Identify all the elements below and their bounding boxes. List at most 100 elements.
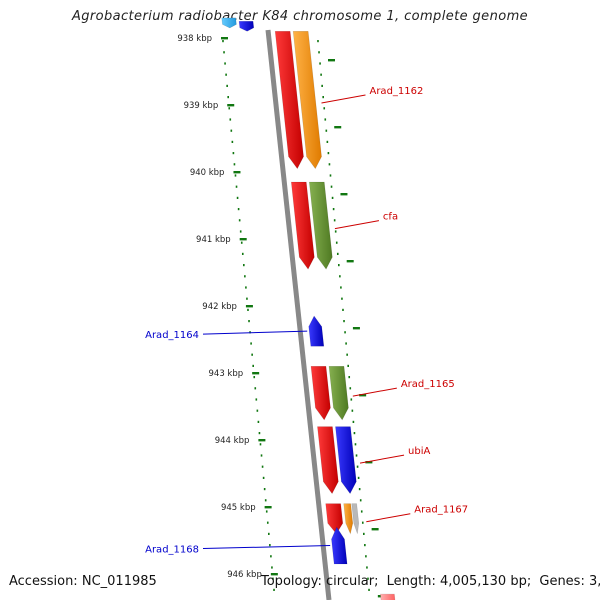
minor-tick [246, 297, 248, 300]
minor-tick [245, 286, 247, 289]
minor-tick [348, 376, 351, 379]
feature-arrow [343, 503, 354, 535]
minor-tick [237, 208, 240, 211]
major-tick [352, 327, 360, 330]
minor-tick [364, 544, 366, 547]
gene-label-line [352, 387, 397, 397]
major-tick [346, 260, 354, 263]
tick-label: 946 kbp [227, 570, 262, 580]
minor-tick [334, 230, 337, 233]
minor-tick [354, 443, 357, 446]
major-tick [264, 506, 272, 509]
minor-tick [222, 40, 224, 43]
minor-tick [329, 174, 332, 177]
minor-tick [253, 376, 256, 379]
minor-tick [328, 163, 331, 166]
minor-tick [317, 40, 319, 43]
gene-label-line [321, 94, 366, 104]
major-tick [252, 372, 260, 375]
minor-tick [223, 51, 225, 54]
minor-tick [240, 241, 243, 244]
gene-label-line [202, 545, 331, 550]
gene-label-line [202, 330, 308, 335]
gene-label-line [359, 454, 405, 464]
minor-tick [358, 488, 361, 491]
minor-tick [331, 196, 334, 199]
minor-tick [272, 577, 274, 580]
minor-tick [235, 185, 238, 188]
major-tick [328, 59, 335, 62]
gene-label: Arad_1167 [414, 505, 468, 516]
minor-tick [363, 532, 365, 535]
feature-arrow [328, 365, 349, 421]
minor-tick [259, 443, 262, 446]
gene-label: Arad_1162 [369, 86, 423, 97]
minor-tick [234, 174, 237, 177]
minor-tick [261, 465, 264, 468]
minor-tick [324, 118, 327, 121]
minor-tick [350, 398, 353, 401]
tick-label: 938 kbp [177, 34, 212, 44]
genes-label: Genes: [539, 574, 585, 589]
minor-tick [273, 588, 275, 591]
minor-tick [327, 152, 330, 155]
minor-tick [224, 62, 226, 65]
minor-tick [318, 51, 320, 54]
major-tick [233, 171, 241, 174]
genome-summary: Topology: circular; Length: 4,005,130 bp… [261, 574, 600, 589]
minor-tick [349, 387, 352, 390]
minor-tick [228, 107, 231, 110]
minor-tick [353, 432, 356, 435]
minor-tick [241, 252, 244, 255]
feature-arrow [335, 426, 357, 495]
tick-label: 939 kbp [184, 101, 219, 111]
minor-tick [336, 252, 339, 255]
topology-value: circular; [325, 574, 379, 589]
minor-tick [225, 73, 227, 76]
minor-tick [248, 320, 250, 323]
gene-arrow [308, 315, 325, 347]
gene-label-line [334, 220, 380, 230]
minor-tick [338, 264, 340, 267]
minor-tick [251, 353, 253, 356]
backbone-line [265, 29, 332, 600]
minor-tick [344, 331, 346, 334]
minor-tick [230, 129, 233, 132]
minor-tick [339, 275, 341, 278]
major-tick [258, 439, 266, 442]
minor-tick [343, 320, 345, 323]
minor-tick [319, 62, 321, 65]
minor-tick [260, 454, 263, 457]
tick-label: 945 kbp [221, 503, 256, 513]
minor-tick [232, 152, 235, 155]
tick-label: 942 kbp [202, 302, 237, 312]
feature-arrow [308, 181, 333, 270]
gene-arrow [380, 593, 396, 600]
genes-value: 3,804 [588, 574, 600, 589]
minor-tick [323, 107, 326, 110]
feature-arrow [351, 503, 360, 534]
gene-arrow [331, 526, 348, 565]
minor-tick [360, 510, 363, 513]
minor-tick [226, 84, 228, 87]
gene-arrow [274, 30, 304, 170]
minor-tick [266, 521, 269, 524]
minor-tick [233, 163, 236, 166]
minor-tick [262, 476, 265, 479]
gene-label: Arad_1164 [145, 330, 199, 341]
map-title: Agrobacterium radiobacter K84 chromosome… [71, 9, 529, 24]
tick-label: 941 kbp [196, 235, 231, 245]
minor-tick [322, 96, 324, 99]
minor-tick [356, 465, 359, 468]
minor-tick [326, 140, 329, 143]
gene-arrow [221, 17, 237, 29]
minor-tick [271, 566, 273, 569]
major-tick [334, 126, 342, 129]
major-tick [221, 37, 228, 40]
major-tick [245, 305, 253, 308]
minor-tick [333, 219, 336, 222]
minor-tick [239, 230, 242, 233]
minor-tick [352, 420, 355, 423]
accession-info: Accession: NC_011985 [9, 574, 157, 589]
